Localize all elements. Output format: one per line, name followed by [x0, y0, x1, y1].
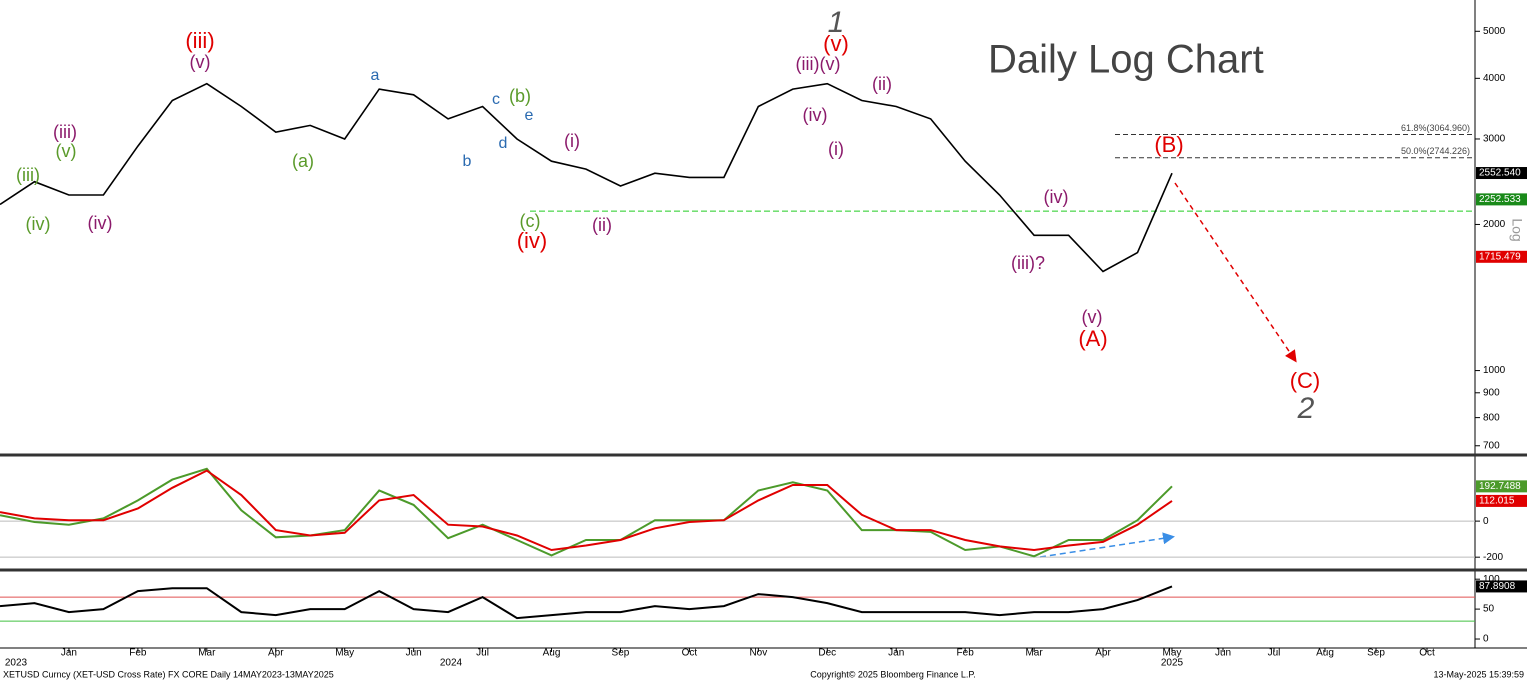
price-tag: [1476, 167, 1527, 180]
x-tick-label: Jan: [61, 648, 77, 659]
value-tag: [1476, 480, 1527, 493]
x-tick-label: Apr: [268, 648, 284, 659]
y-tick-label: 700: [1483, 440, 1500, 451]
value-tag-label: 192.7488: [1479, 481, 1521, 492]
x-tick-label: May: [335, 648, 354, 659]
fib-label: 61.8%(3064.960): [1401, 123, 1470, 133]
y-tick-label: 5000: [1483, 26, 1506, 37]
x-tick-label: Oct: [1419, 648, 1435, 659]
x-tick-label: Jul: [476, 648, 489, 659]
y-tick-label: 100: [1483, 574, 1500, 585]
x-tick-label: May: [1163, 648, 1182, 659]
wave-label: (v): [190, 52, 211, 72]
wave-label: (A): [1078, 326, 1107, 351]
wave-label: (iii): [53, 122, 77, 142]
x-tick-label: Dec: [818, 648, 836, 659]
wave-label: (iv): [1044, 187, 1069, 207]
y-tick-label: 2000: [1483, 219, 1506, 230]
x-tick-label: Aug: [1316, 648, 1334, 659]
wave-label: (iv): [803, 105, 828, 125]
x-tick-label: Sep: [1367, 648, 1385, 659]
x-tick-label: Jun: [1215, 648, 1231, 659]
fib-label: 50.0%(2744.226): [1401, 146, 1470, 156]
y-tick-label: 0: [1483, 634, 1489, 645]
y-tick-label: 3000: [1483, 134, 1506, 145]
footer-right: 13-May-2025 15:39:59: [1433, 669, 1524, 679]
wave-label: 1: [828, 6, 845, 39]
wave-label: (c): [520, 211, 541, 231]
wave-label: (a): [292, 151, 314, 171]
wave-label: 2: [1297, 392, 1315, 425]
price-tag: [1476, 193, 1527, 206]
y-tick-label: 1000: [1483, 365, 1506, 376]
y-tick-label: -200: [1483, 552, 1503, 563]
wave-label: a: [371, 67, 380, 84]
wave-label: (b): [509, 86, 531, 106]
series-line: [0, 585, 1173, 620]
value-tag-label: 87.8908: [1479, 581, 1516, 592]
price-tag-label: 1715.479: [1479, 251, 1521, 262]
wave-label: (iii)(v): [796, 54, 841, 74]
wave-label: (ii): [872, 74, 892, 94]
wave-label: (v): [1082, 307, 1103, 327]
wave-label: d: [499, 135, 508, 152]
wave-label: (iv): [88, 213, 113, 233]
x-tick-label: Nov: [749, 648, 767, 659]
wave-label: e: [525, 107, 534, 124]
x-tick-label: Oct: [682, 648, 698, 659]
wave-label: (iii)?: [1011, 253, 1045, 273]
x-tick-label: Jun: [406, 648, 422, 659]
wave-label: (v): [56, 141, 77, 161]
wave-label: b: [463, 153, 472, 170]
x-tick-label: Jan: [888, 648, 904, 659]
y-tick-label: 900: [1483, 387, 1500, 398]
x-tick-label: Aug: [543, 648, 561, 659]
value-tag: [1476, 494, 1527, 507]
price-tag-label: 2252.533: [1479, 194, 1521, 205]
y-tick-label: 0: [1483, 516, 1489, 527]
value-tag-label: 112.015: [1479, 496, 1515, 507]
wave-label: (B): [1154, 132, 1183, 157]
y-tick-label: 50: [1483, 604, 1495, 615]
series-line: [0, 467, 1173, 558]
x-tick-label: Jul: [1268, 648, 1281, 659]
x-tick-label: Sep: [612, 648, 630, 659]
x-tick-label: Feb: [957, 648, 975, 659]
wave-label: (iii): [16, 165, 40, 185]
series-line: [0, 82, 1173, 273]
projection-arrow: [1174, 182, 1297, 363]
chart-title: Daily Log Chart: [988, 38, 1264, 82]
series-line: [0, 469, 1173, 552]
wave-label: (i): [828, 139, 844, 159]
x-tick-label: Feb: [129, 648, 147, 659]
y-tick-label: 800: [1483, 412, 1500, 423]
y-tick-label: 4000: [1483, 73, 1506, 84]
wave-label: (C): [1290, 368, 1321, 393]
footer-left: XETUSD Curncy (XET-USD Cross Rate) FX CO…: [3, 669, 334, 679]
wave-label: c: [492, 91, 500, 108]
wave-label: (iii): [185, 28, 214, 53]
price-tag: [1476, 250, 1527, 263]
year-label: 2024: [440, 658, 463, 669]
scale-label: Log: [1509, 218, 1525, 241]
wave-label: (iv): [517, 228, 548, 253]
wave-label: (i): [564, 131, 580, 151]
x-tick-label: Mar: [198, 648, 216, 659]
wave-label: (iv): [26, 214, 51, 234]
x-tick-label: Apr: [1095, 648, 1111, 659]
price-tag-label: 2552.540: [1479, 168, 1521, 179]
wave-label: (ii): [592, 215, 612, 235]
x-tick-label: Mar: [1025, 648, 1043, 659]
value-tag: [1476, 580, 1527, 593]
wave-label: (v): [823, 31, 849, 56]
divergence-arrow: [1039, 532, 1175, 558]
year-label: 2023: [5, 658, 28, 669]
footer-center: Copyright© 2025 Bloomberg Finance L.P.: [810, 669, 976, 679]
year-label: 2025: [1161, 658, 1184, 669]
